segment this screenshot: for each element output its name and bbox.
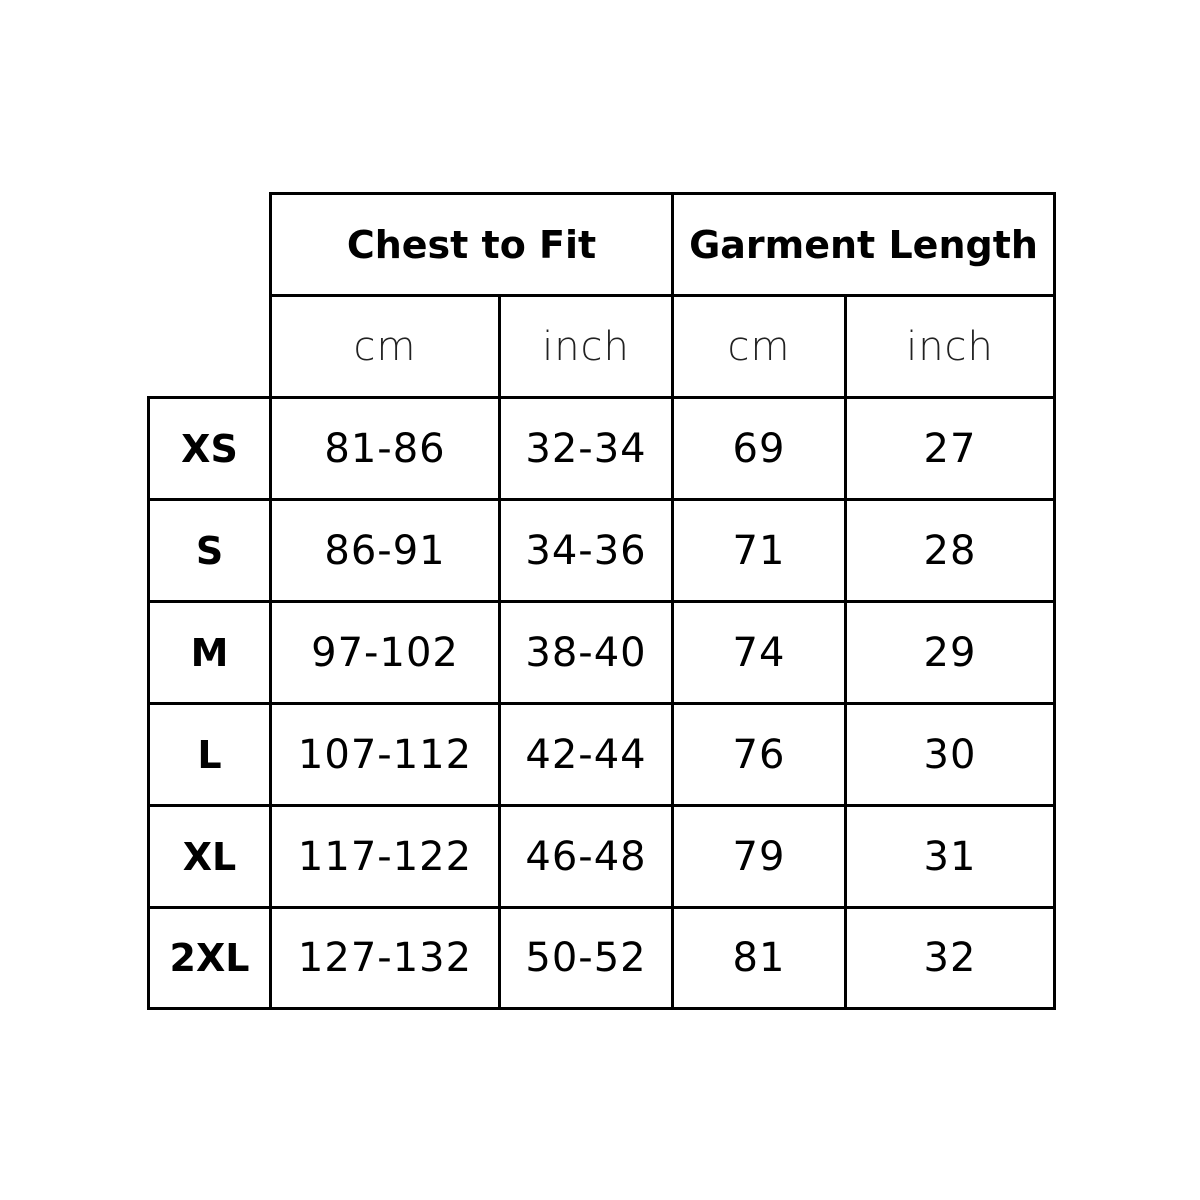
table-cell-text: 127-132 [297,935,473,981]
table-cell-text: 27 [923,425,977,472]
table-cell: 76 [671,702,847,807]
table-cell: 46-48 [498,804,674,909]
table-cell: 117-122 [269,804,501,909]
table-cell: 42-44 [498,702,674,807]
unit-header: cm [269,294,501,399]
header-garment-length-text: Garment Length [689,222,1038,267]
table-cell: 79 [671,804,847,909]
size-label: M [147,600,272,705]
table-cell: 29 [844,600,1056,705]
unit-header-text: inch [906,323,994,370]
size-label: 2XL [147,906,272,1010]
table-cell: 30 [844,702,1056,807]
table-cell-text: 74 [732,629,786,676]
table-cell-text: 76 [732,731,786,778]
unit-header: inch [498,294,674,399]
header-garment-length: Garment Length [671,192,1056,297]
table-cell-text: 29 [923,629,977,676]
table-cell: 38-40 [498,600,674,705]
size-label: L [147,702,272,807]
table-cell-text: 81-86 [324,425,446,472]
unit-header: cm [671,294,847,399]
size-label-text: XL [182,834,237,879]
table-cell: 34-36 [498,498,674,603]
table-cell-text: 117-122 [297,833,473,880]
unit-header-text: inch [542,323,630,370]
header-chest-to-fit: Chest to Fit [269,192,674,297]
size-label-text: L [197,732,222,777]
size-label-text: XS [181,426,238,471]
table-cell: 32 [844,906,1056,1010]
table-cell-text: 71 [732,527,786,574]
table-cell-text: 46-48 [525,833,647,880]
unit-header: inch [844,294,1056,399]
table-cell-text: 28 [923,527,977,574]
table-cell-text: 31 [923,833,977,880]
table-cell: 81 [671,906,847,1010]
table-cell: 127-132 [269,906,501,1010]
table-cell: 31 [844,804,1056,909]
table-cell: 32-34 [498,396,674,501]
table-cell: 28 [844,498,1056,603]
table-cell-text: 69 [732,425,786,472]
table-cell-text: 32 [923,935,977,981]
table-cell-text: 50-52 [525,935,647,981]
size-label-text: 2XL [169,936,250,980]
table-cell: 27 [844,396,1056,501]
unit-header-text: cm [353,323,417,370]
size-label: XS [147,396,272,501]
table-cell-text: 34-36 [525,527,647,574]
table-cell-text: 38-40 [525,629,647,676]
table-cell: 50-52 [498,906,674,1010]
table-cell: 81-86 [269,396,501,501]
header-chest-to-fit-text: Chest to Fit [346,222,597,267]
table-cell-text: 81 [732,935,786,981]
size-label-text: S [195,528,224,573]
table-cell: 74 [671,600,847,705]
table-cell: 71 [671,498,847,603]
table-cell: 86-91 [269,498,501,603]
table-cell-text: 97-102 [311,629,459,676]
table-cell-text: 79 [732,833,786,880]
table-cell-text: 86-91 [324,527,446,574]
size-label-text: M [190,630,229,675]
size-label: S [147,498,272,603]
table-cell-text: 42-44 [525,731,647,778]
size-label: XL [147,804,272,909]
table-cell-text: 32-34 [525,425,647,472]
table-cell-text: 107-112 [297,731,473,778]
table-cell: 69 [671,396,847,501]
table-cell-text: 30 [923,731,977,778]
unit-header-text: cm [727,323,791,370]
table-cell: 97-102 [269,600,501,705]
table-cell: 107-112 [269,702,501,807]
